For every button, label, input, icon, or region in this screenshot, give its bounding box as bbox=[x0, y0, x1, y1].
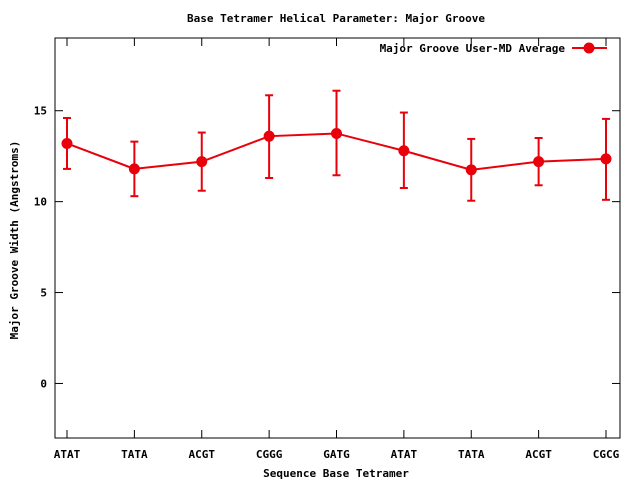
data-point bbox=[533, 156, 545, 168]
data-point bbox=[331, 127, 342, 139]
x-tick-label: ACGT bbox=[189, 448, 216, 461]
data-point bbox=[196, 156, 208, 168]
x-tick-label: CGGG bbox=[256, 448, 283, 461]
x-tick-label: ACGT bbox=[525, 448, 552, 461]
plot-frame bbox=[54, 37, 621, 439]
x-tick-label: TATA bbox=[121, 448, 148, 461]
y-tick-label: 15 bbox=[34, 105, 47, 118]
y-axis: 0 5 10 15 bbox=[34, 105, 620, 390]
y-tick-label: 10 bbox=[34, 196, 47, 209]
x-tick-label: ATAT bbox=[391, 448, 418, 461]
data-point bbox=[128, 163, 140, 175]
data-point bbox=[61, 137, 73, 149]
y-tick-label: 0 bbox=[40, 377, 47, 390]
x-axis: ATAT TATA ACGT CGGG GATG ATAT TATA ACGT CGCG bbox=[54, 38, 620, 461]
legend-marker bbox=[583, 42, 595, 54]
y-axis-label: Major Groove Width (Angstroms) bbox=[8, 141, 21, 340]
series-layer bbox=[61, 89, 612, 202]
x-axis-label: Sequence Base Tetramer bbox=[263, 467, 409, 480]
x-tick-label: CGCG bbox=[593, 448, 620, 461]
x-tick-label: GATG bbox=[323, 448, 350, 461]
data-point bbox=[465, 164, 477, 176]
legend-label: Major Groove User-MD Average bbox=[380, 42, 566, 55]
chart-title: Base Tetramer Helical Parameter: Major G… bbox=[187, 12, 485, 25]
x-tick-label: ATAT bbox=[54, 448, 81, 461]
legend: Major Groove User-MD Average bbox=[380, 42, 607, 55]
x-tick-label: TATA bbox=[458, 448, 485, 461]
data-point bbox=[263, 130, 275, 142]
data-point bbox=[398, 145, 410, 157]
y-tick-label: 5 bbox=[40, 287, 47, 300]
data-point bbox=[600, 153, 612, 165]
